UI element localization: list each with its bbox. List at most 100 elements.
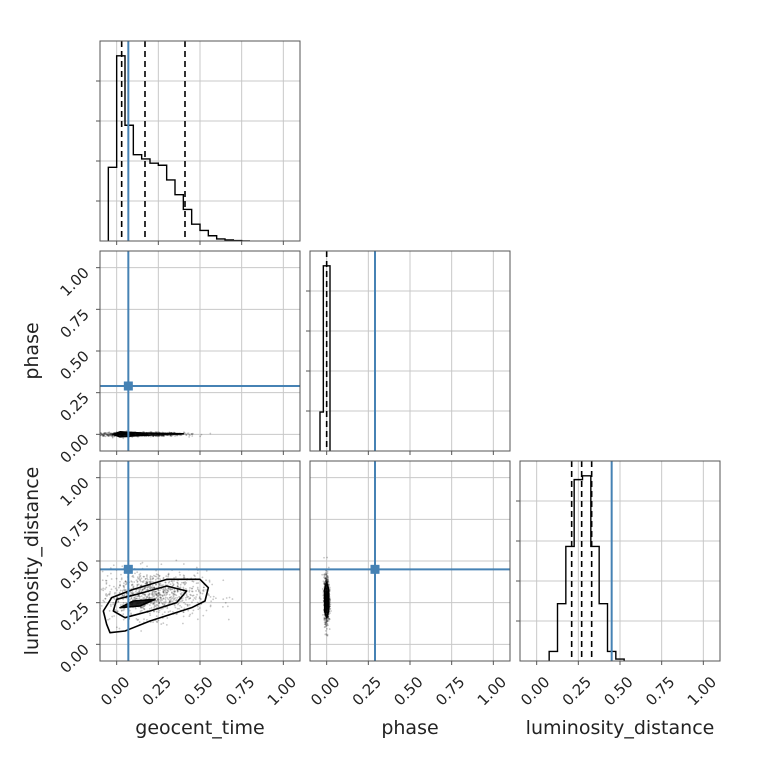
sample-point <box>106 575 109 577</box>
sample-point <box>326 622 329 625</box>
sample-point <box>156 435 159 438</box>
sample-point <box>68 433 70 435</box>
sample-point <box>116 589 118 592</box>
sample-point <box>158 583 161 586</box>
sample-point <box>105 586 108 589</box>
sample-point <box>144 594 147 597</box>
sample-point <box>184 603 187 605</box>
sample-point <box>327 624 329 627</box>
sample-point <box>102 435 104 438</box>
sample-point <box>160 596 162 599</box>
sample-point <box>173 591 176 594</box>
sample-point <box>326 607 328 610</box>
sample-point <box>325 589 328 592</box>
sample-point <box>196 601 199 604</box>
sample-point <box>325 589 328 592</box>
sample-point <box>177 603 179 606</box>
histogram-phase <box>319 265 331 451</box>
sample-point <box>162 577 165 580</box>
sample-point <box>182 611 185 613</box>
sample-point <box>154 605 157 608</box>
sample-point <box>324 623 327 626</box>
sample-point <box>164 587 167 590</box>
sample-point <box>325 591 328 594</box>
sample-point <box>173 597 176 600</box>
sample-point <box>90 594 92 596</box>
sample-point <box>157 611 160 614</box>
sample-point <box>119 584 121 587</box>
sample-point <box>89 432 91 434</box>
sample-point <box>147 586 150 588</box>
sample-point <box>152 594 154 597</box>
sample-point <box>141 589 144 591</box>
sample-point <box>182 431 185 434</box>
sample-point <box>325 619 328 622</box>
sample-point <box>214 597 217 600</box>
y-tick-label: 0.75 <box>56 515 92 551</box>
contour-level-1 <box>112 585 188 619</box>
sample-point <box>186 605 189 607</box>
sample-point <box>192 594 195 597</box>
sample-point <box>175 599 177 602</box>
sample-point <box>93 433 95 435</box>
sample-point <box>330 610 332 612</box>
sample-point <box>162 597 165 600</box>
sample-point <box>109 434 111 436</box>
sample-point <box>184 587 187 590</box>
sample-point <box>202 589 204 592</box>
sample-point <box>324 580 327 583</box>
sample-point <box>178 595 180 598</box>
sample-point <box>122 609 125 612</box>
sample-point <box>325 591 328 594</box>
sample-point <box>326 580 328 583</box>
sample-point <box>161 595 164 597</box>
sample-point <box>119 583 121 586</box>
sample-point <box>123 585 125 588</box>
sample-point <box>83 587 85 589</box>
sample-point <box>165 575 168 578</box>
sample-point <box>88 434 90 436</box>
sample-point <box>137 433 140 436</box>
sample-point <box>326 590 329 593</box>
sample-point <box>165 623 168 626</box>
sample-point <box>221 605 224 608</box>
sample-point <box>106 434 108 437</box>
sample-point <box>129 598 131 601</box>
sample-point <box>108 435 111 437</box>
sample-point <box>326 575 329 578</box>
sample-point <box>324 633 327 636</box>
sample-point <box>144 593 147 596</box>
sample-point <box>107 434 110 437</box>
sample-point <box>325 587 328 589</box>
sample-point <box>182 622 184 625</box>
sample-point <box>104 588 106 590</box>
sample-point <box>123 586 126 589</box>
sample-point <box>124 580 127 583</box>
sample-point <box>102 589 105 592</box>
sample-point <box>157 592 160 594</box>
sample-point <box>326 590 329 593</box>
sample-point <box>161 434 164 437</box>
sample-point <box>144 586 146 589</box>
sample-point <box>326 608 328 611</box>
sample-point <box>93 608 95 610</box>
sample-point <box>140 630 143 632</box>
sample-point <box>155 610 158 613</box>
x-tick-label: 0.00 <box>97 673 133 709</box>
sample-point <box>101 433 104 435</box>
sample-point <box>55 432 57 434</box>
sample-point <box>195 596 197 598</box>
sample-point <box>104 433 107 435</box>
sample-point <box>137 595 139 597</box>
sample-point <box>176 434 178 437</box>
sample-point <box>163 594 166 597</box>
sample-point <box>324 621 327 624</box>
sample-point <box>88 595 90 597</box>
sample-point <box>325 574 328 577</box>
sample-point <box>181 599 184 602</box>
sample-point <box>323 617 325 620</box>
sample-point <box>326 591 328 594</box>
sample-point <box>182 581 185 584</box>
sample-point <box>95 432 97 434</box>
